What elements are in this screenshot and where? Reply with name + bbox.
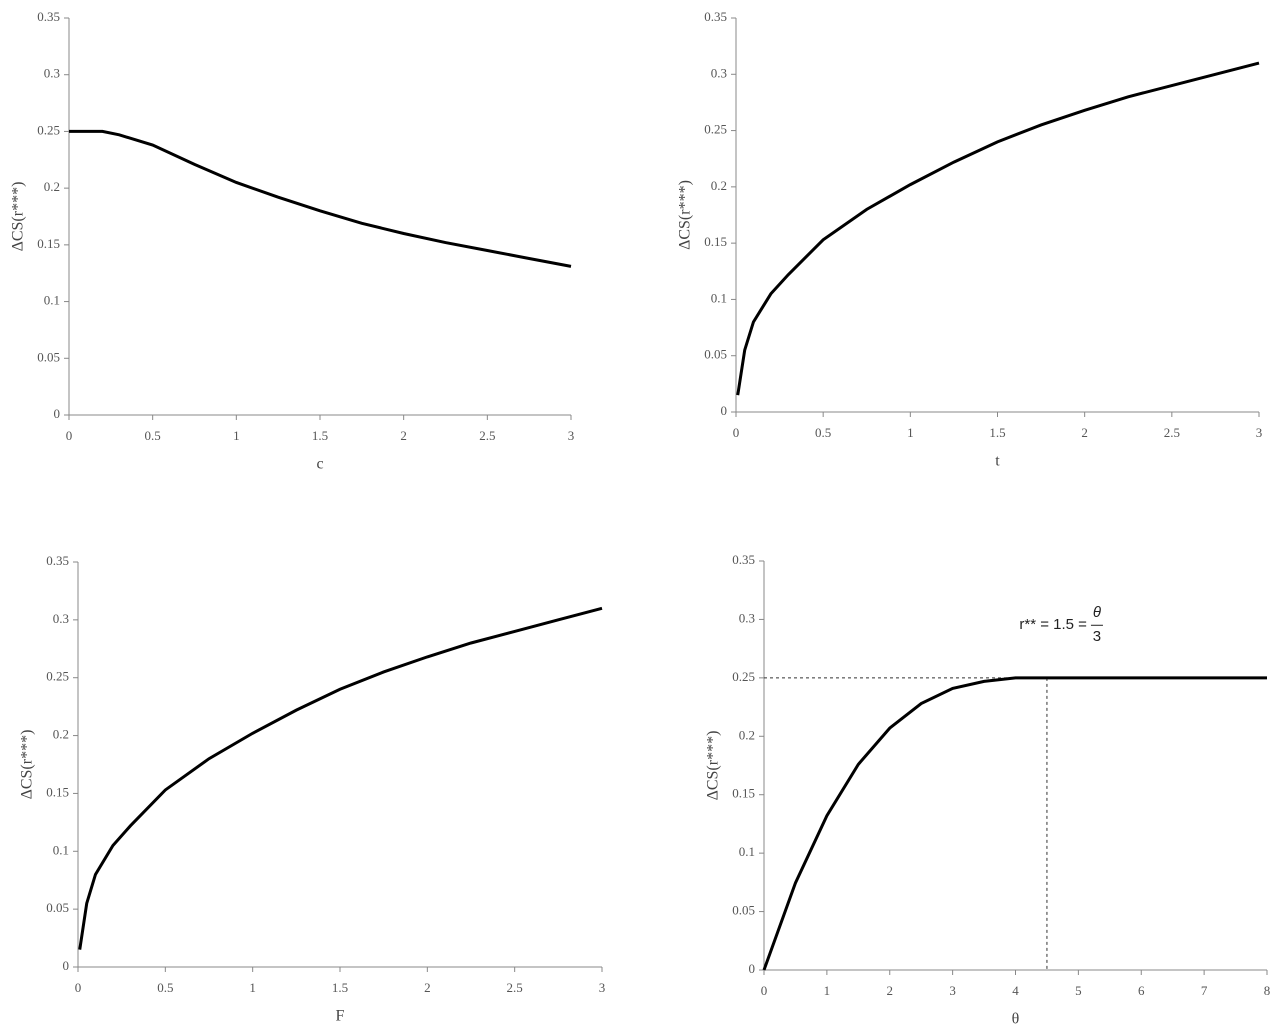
y-tick-label: 0.35 xyxy=(46,553,69,568)
x-tick-label: 2 xyxy=(1081,425,1088,440)
x-tick-label: 7 xyxy=(1201,983,1208,998)
y-tick-label: 0.3 xyxy=(711,65,727,80)
y-tick-label: 0 xyxy=(721,403,728,418)
x-axis-label: c xyxy=(316,456,323,473)
x-tick-label: 5 xyxy=(1075,983,1082,998)
annotation: r** = 1.5 = xyxy=(1019,616,1087,633)
y-tick-label: 0.05 xyxy=(704,347,727,362)
y-tick-label: 0.05 xyxy=(732,903,755,918)
annotation-numerator: θ xyxy=(1093,604,1101,621)
y-tick-label: 0.25 xyxy=(46,669,69,684)
y-tick-label: 0.25 xyxy=(37,122,60,137)
y-tick-label: 0.2 xyxy=(711,178,727,193)
x-tick-label: 1.5 xyxy=(989,425,1005,440)
curve xyxy=(736,61,1260,396)
x-tick-label: 1.5 xyxy=(332,980,348,995)
x-tick-label: 2.5 xyxy=(507,980,523,995)
y-tick-label: 0.35 xyxy=(732,552,755,567)
x-axis-label: t xyxy=(995,453,1000,470)
x-tick-label: 0 xyxy=(66,428,73,443)
y-tick-label: 0.05 xyxy=(46,900,69,915)
x-tick-label: 3 xyxy=(599,980,606,995)
x-tick-label: 1.5 xyxy=(312,428,328,443)
x-tick-label: 3 xyxy=(1256,425,1263,440)
x-tick-label: 2 xyxy=(400,428,407,443)
x-tick-label: 1 xyxy=(233,428,240,443)
x-tick-label: 2 xyxy=(887,983,894,998)
y-axis-label: ΔCS(r***) xyxy=(677,180,694,250)
y-axis-label: ΔCS(r***) xyxy=(19,730,36,800)
y-tick-label: 0.2 xyxy=(739,727,755,742)
y-axis-label: ΔCS(r***) xyxy=(10,182,27,252)
curve xyxy=(78,606,603,950)
x-tick-label: 0 xyxy=(75,980,82,995)
x-tick-label: 0 xyxy=(761,983,768,998)
y-tick-label: 0.15 xyxy=(704,234,727,249)
x-tick-label: 8 xyxy=(1264,983,1271,998)
x-tick-label: 2 xyxy=(424,980,431,995)
y-tick-label: 0.05 xyxy=(37,349,60,364)
x-tick-label: 6 xyxy=(1138,983,1145,998)
x-tick-label: 1 xyxy=(824,983,831,998)
y-tick-label: 0.15 xyxy=(46,784,69,799)
x-tick-label: 1 xyxy=(249,980,256,995)
x-tick-label: 0.5 xyxy=(815,425,831,440)
x-tick-label: 3 xyxy=(568,428,575,443)
y-tick-label: 0.25 xyxy=(704,122,727,137)
y-tick-label: 0.35 xyxy=(704,9,727,24)
y-tick-label: 0 xyxy=(749,961,756,976)
y-tick-label: 0.35 xyxy=(37,9,60,24)
curve xyxy=(762,676,1267,971)
y-tick-label: 0.15 xyxy=(37,236,60,251)
x-axis-label: F xyxy=(336,1008,345,1025)
y-tick-label: 0.25 xyxy=(732,669,755,684)
x-tick-label: 0.5 xyxy=(145,428,161,443)
x-tick-label: 1 xyxy=(907,425,914,440)
y-tick-label: 0.1 xyxy=(711,290,727,305)
y-tick-label: 0.1 xyxy=(53,842,69,857)
x-tick-label: 3 xyxy=(949,983,956,998)
x-tick-label: 2.5 xyxy=(1164,425,1180,440)
x-tick-label: 0 xyxy=(733,425,740,440)
x-axis-label: θ xyxy=(1012,1011,1020,1028)
y-axis-label: ΔCS(r***) xyxy=(705,731,722,801)
y-tick-label: 0.15 xyxy=(732,786,755,801)
y-tick-label: 0.2 xyxy=(53,727,69,742)
y-tick-label: 0.1 xyxy=(739,844,755,859)
y-tick-label: 0.3 xyxy=(739,610,755,625)
curve xyxy=(69,129,572,268)
x-tick-label: 4 xyxy=(1012,983,1019,998)
y-tick-label: 0 xyxy=(54,406,61,421)
y-tick-label: 0.1 xyxy=(44,293,60,308)
y-tick-label: 0.3 xyxy=(44,66,60,81)
x-tick-label: 2.5 xyxy=(479,428,495,443)
annotation-denominator: 3 xyxy=(1093,628,1101,645)
y-tick-label: 0.3 xyxy=(53,611,69,626)
y-tick-label: 0.2 xyxy=(44,179,60,194)
y-tick-label: 0 xyxy=(63,958,70,973)
x-tick-label: 0.5 xyxy=(157,980,173,995)
